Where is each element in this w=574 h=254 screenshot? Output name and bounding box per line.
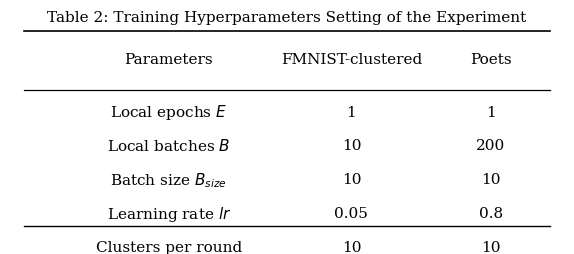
Text: Local epochs $E$: Local epochs $E$ xyxy=(110,103,227,122)
Text: FMNIST-clustered: FMNIST-clustered xyxy=(281,53,422,67)
Text: Local batches $B$: Local batches $B$ xyxy=(107,138,231,154)
Text: 10: 10 xyxy=(342,139,361,153)
Text: Batch size $B_{size}$: Batch size $B_{size}$ xyxy=(110,171,227,190)
Text: 0.05: 0.05 xyxy=(335,207,369,221)
Text: Poets: Poets xyxy=(470,53,512,67)
Text: 10: 10 xyxy=(342,173,361,187)
Text: Table 2: Training Hyperparameters Setting of the Experiment: Table 2: Training Hyperparameters Settin… xyxy=(48,11,526,25)
Text: 10: 10 xyxy=(342,241,361,254)
Text: 10: 10 xyxy=(481,173,501,187)
Text: Learning rate $lr$: Learning rate $lr$ xyxy=(107,205,231,224)
Text: 10: 10 xyxy=(481,241,501,254)
Text: Clusters per round: Clusters per round xyxy=(96,241,242,254)
Text: 1: 1 xyxy=(347,105,356,120)
Text: 0.8: 0.8 xyxy=(479,207,503,221)
Text: 1: 1 xyxy=(486,105,496,120)
Text: 200: 200 xyxy=(476,139,506,153)
Text: Parameters: Parameters xyxy=(125,53,213,67)
